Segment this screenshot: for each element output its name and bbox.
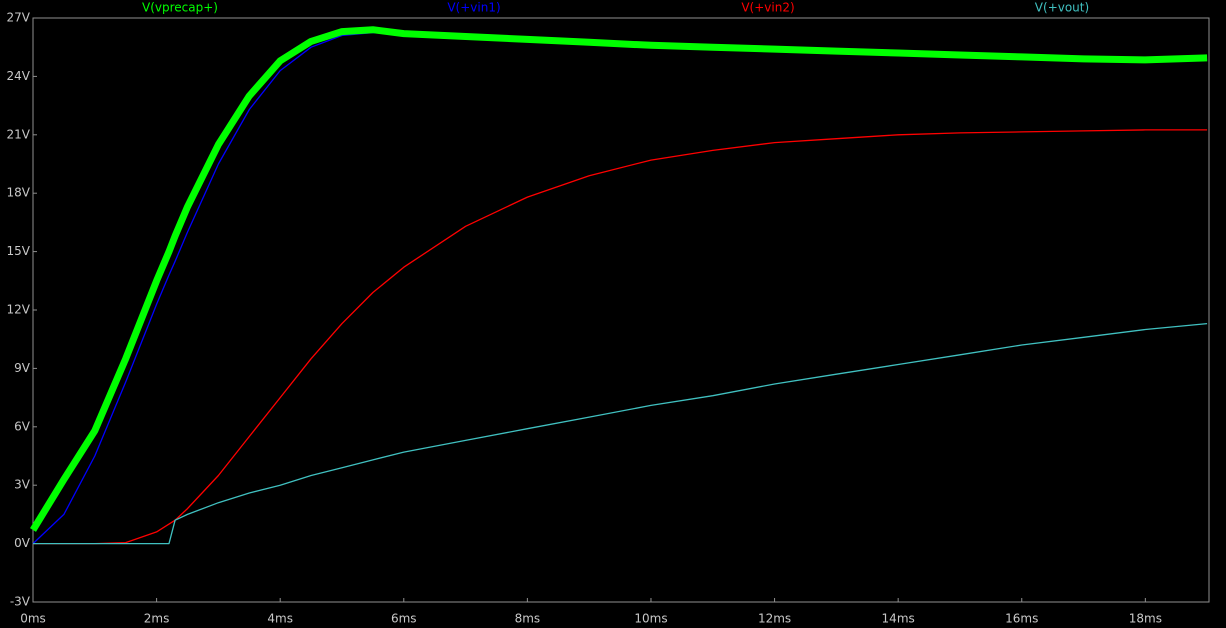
x-tick-label: 12ms (758, 612, 791, 626)
y-tick-label: 0V (14, 536, 31, 550)
x-tick-label: 14ms (882, 612, 915, 626)
x-tick-label: 16ms (1005, 612, 1038, 626)
plot-frame (32, 17, 1210, 603)
y-tick-label: -3V (10, 595, 31, 609)
legend-label: V(+vin2) (741, 1, 794, 15)
x-tick-label: 2ms (144, 612, 170, 626)
legend-label: V(+vin1) (447, 1, 500, 15)
y-tick-label: 24V (7, 69, 31, 83)
y-tick-label: 18V (7, 186, 31, 200)
legend-label: V(vprecap+) (142, 1, 218, 15)
x-tick-label: 6ms (391, 612, 417, 626)
series-line (32, 31, 1208, 545)
x-tick-label: 8ms (515, 612, 541, 626)
x-tick-label: 4ms (267, 612, 293, 626)
y-tick-label: 3V (14, 478, 31, 492)
series-line (30, 26, 1208, 532)
y-tick-label: 21V (7, 127, 31, 141)
legend-label: V(+vout) (1035, 1, 1089, 15)
y-tick-label: 9V (14, 361, 31, 375)
y-tick-label: 15V (7, 244, 31, 258)
y-tick-label: 12V (7, 303, 31, 317)
x-tick-label: 10ms (634, 612, 667, 626)
y-tick-label: 27V (7, 11, 31, 25)
x-tick-label: 18ms (1129, 612, 1162, 626)
series-line (33, 322, 1208, 545)
x-tick-label: 0ms (20, 612, 46, 626)
y-tick-label: 6V (14, 419, 31, 433)
series-line (33, 129, 1208, 545)
